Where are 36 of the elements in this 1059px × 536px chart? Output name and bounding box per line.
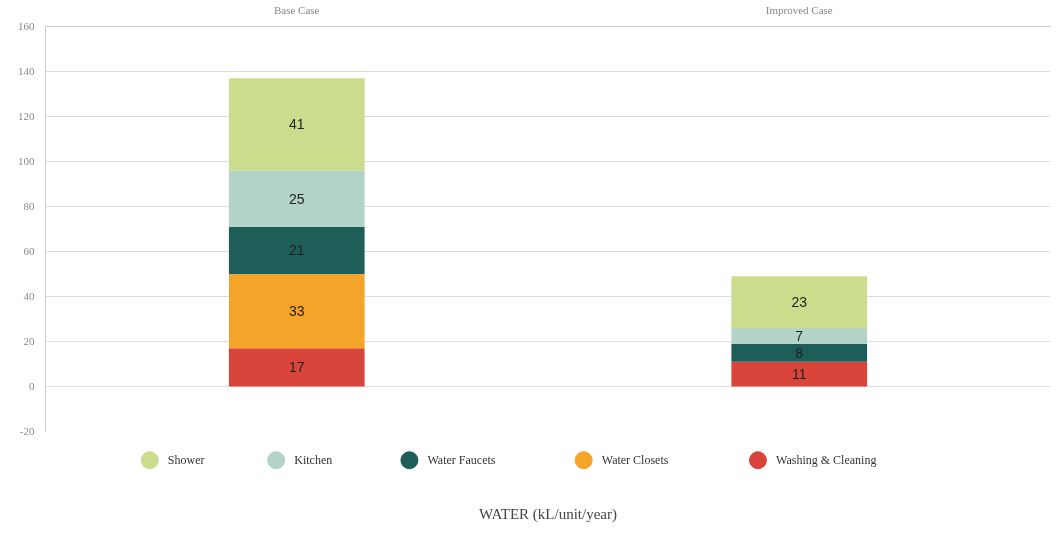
data-label: 7 xyxy=(795,327,804,344)
legend-label: Water Closets xyxy=(601,453,669,468)
bar xyxy=(731,343,868,362)
x-axis-title: WATER (kL/unit/year) xyxy=(479,506,617,523)
legend-label: Kitchen xyxy=(294,453,333,468)
data-label: 25 xyxy=(288,190,305,207)
y-tick-label: 60 xyxy=(23,245,35,257)
x-tick-label: Improved Case xyxy=(765,3,833,16)
data-label: 8 xyxy=(795,344,804,361)
bar xyxy=(228,274,365,349)
data-label: 33 xyxy=(288,303,305,320)
bar xyxy=(228,170,365,227)
bar xyxy=(731,328,868,344)
data-label: 11 xyxy=(791,366,807,383)
data-label: 41 xyxy=(288,116,305,133)
y-tick-label: 20 xyxy=(23,335,35,347)
y-tick-label: 100 xyxy=(18,155,35,167)
x-tick-label: Base Case xyxy=(273,3,320,16)
y-tick-label: -20 xyxy=(19,425,35,437)
y-tick-label: 80 xyxy=(23,200,35,212)
legend-label: Washing & Cleaning xyxy=(776,453,877,468)
y-tick-label: 160 xyxy=(18,20,35,32)
data-label: 17 xyxy=(288,359,305,376)
y-tick-label: 40 xyxy=(23,290,35,302)
legend-label: Shower xyxy=(167,453,205,468)
y-tick-label: 140 xyxy=(18,65,35,77)
bar xyxy=(228,226,365,274)
bar xyxy=(228,78,365,171)
bar xyxy=(228,348,365,387)
legend-label: Water Faucets xyxy=(427,453,496,468)
bar xyxy=(731,276,868,328)
bar xyxy=(731,361,868,387)
data-label: 23 xyxy=(791,294,808,311)
y-tick-label: 0 xyxy=(29,380,35,392)
y-tick-label: 120 xyxy=(18,110,35,122)
data-label: 21 xyxy=(288,242,305,259)
